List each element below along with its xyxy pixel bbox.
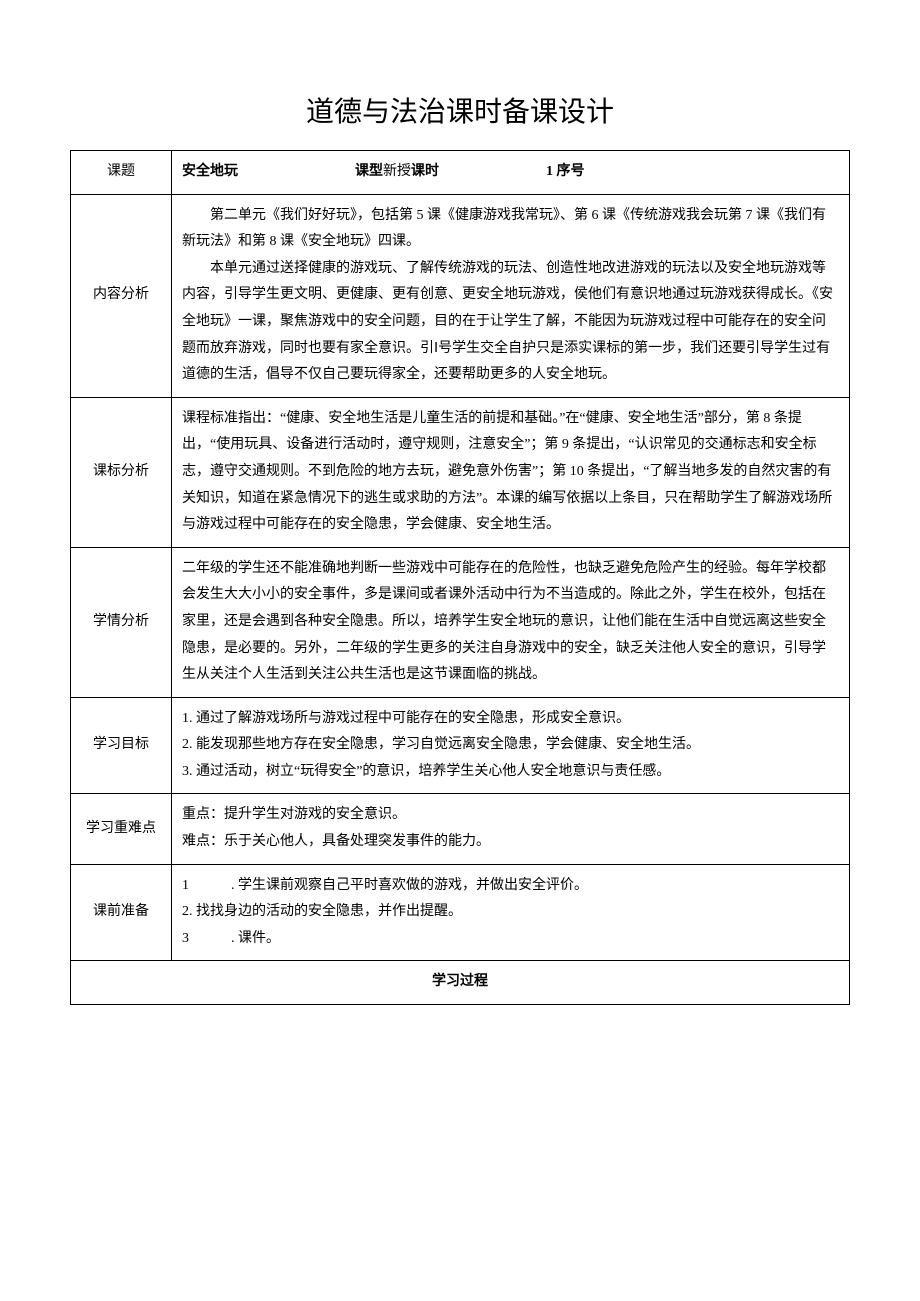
label-student-analysis: 学情分析 — [71, 547, 172, 697]
cell-student-analysis: 二年级的学生还不能准确地判断一些游戏中可能存在的危险性，也缺乏避免危险产生的经验… — [172, 547, 850, 697]
prep-3: 3 . 课件。 — [182, 926, 839, 953]
row-objectives: 学习目标 1. 通过了解游戏场所与游戏过程中可能存在的安全隐患，形成安全意识。 … — [71, 697, 850, 794]
label-type: 课型 — [355, 164, 383, 179]
obj-2: 2. 能发现那些地方存在安全隐患，学习自觉远离安全隐患，学会健康、安全地生活。 — [182, 732, 839, 759]
row-keypoints: 学习重难点 重点：提升学生对游戏的安全意识。 难点：乐于关心他人，具备处理突发事… — [71, 794, 850, 864]
lesson-plan-table: 课题 安全地玩 课型新授课时 1 序号 内容分析 第二单元《我们好好玩》，包括第… — [70, 150, 850, 1005]
label-preparation: 课前准备 — [71, 864, 172, 961]
student-text: 二年级的学生还不能准确地判断一些游戏中可能存在的危险性，也缺乏避免危险产生的经验… — [182, 556, 839, 689]
period-value: 1 — [546, 164, 553, 179]
content-p1: 第二单元《我们好好玩》，包括第 5 课《健康游戏我常玩》、第 6 课《传统游戏我… — [182, 203, 839, 256]
label-keypoints: 学习重难点 — [71, 794, 172, 864]
page: 道德与法治课时备课设计 课题 安全地玩 课型新授课时 1 序号 内容分析 第二单… — [0, 0, 920, 1105]
cell-keypoints: 重点：提升学生对游戏的安全意识。 难点：乐于关心他人，具备处理突发事件的能力。 — [172, 794, 850, 864]
cell-preparation: 1 . 学生课前观察自己平时喜欢做的游戏，并做出安全评价。 2. 找找身边的活动… — [172, 864, 850, 961]
header-row: 课题 安全地玩 课型新授课时 1 序号 — [71, 151, 850, 195]
kp-1: 重点：提升学生对游戏的安全意识。 — [182, 802, 839, 829]
label-content-analysis: 内容分析 — [71, 194, 172, 397]
cell-objectives: 1. 通过了解游戏场所与游戏过程中可能存在的安全隐患，形成安全意识。 2. 能发… — [172, 697, 850, 794]
row-student-analysis: 学情分析 二年级的学生还不能准确地判断一些游戏中可能存在的危险性，也缺乏避免危险… — [71, 547, 850, 697]
content-p2: 本单元通过送择健康的游戏玩、了解传统游戏的玩法、创造性地改进游戏的玩法以及安全地… — [182, 256, 839, 389]
cell-content-analysis: 第二单元《我们好好玩》，包括第 5 课《健康游戏我常玩》、第 6 课《传统游戏我… — [172, 194, 850, 397]
row-content-analysis: 内容分析 第二单元《我们好好玩》，包括第 5 课《健康游戏我常玩》、第 6 课《… — [71, 194, 850, 397]
document-title: 道德与法治课时备课设计 — [70, 90, 850, 130]
topic-value: 安全地玩 — [182, 164, 238, 179]
label-seq: 序号 — [557, 164, 585, 179]
header-values: 安全地玩 课型新授课时 1 序号 — [172, 151, 850, 195]
label-process: 学习过程 — [71, 961, 850, 1005]
label-topic: 课题 — [71, 151, 172, 195]
label-period: 课时 — [411, 164, 439, 179]
standard-text: 课程标准指出：“健康、安全地生活是儿童生活的前提和基础。”在“健康、安全地生活”… — [182, 406, 839, 539]
kp-2: 难点：乐于关心他人，具备处理突发事件的能力。 — [182, 829, 839, 856]
label-standard-analysis: 课标分析 — [71, 397, 172, 547]
prep-2: 2. 找找身边的活动的安全隐患，并作出提醒。 — [182, 899, 839, 926]
obj-1: 1. 通过了解游戏场所与游戏过程中可能存在的安全隐患，形成安全意识。 — [182, 706, 839, 733]
cell-standard-analysis: 课程标准指出：“健康、安全地生活是儿童生活的前提和基础。”在“健康、安全地生活”… — [172, 397, 850, 547]
row-preparation: 课前准备 1 . 学生课前观察自己平时喜欢做的游戏，并做出安全评价。 2. 找找… — [71, 864, 850, 961]
row-standard-analysis: 课标分析 课程标准指出：“健康、安全地生活是儿童生活的前提和基础。”在“健康、安… — [71, 397, 850, 547]
prep-1: 1 . 学生课前观察自己平时喜欢做的游戏，并做出安全评价。 — [182, 873, 839, 900]
row-process: 学习过程 — [71, 961, 850, 1005]
label-objectives: 学习目标 — [71, 697, 172, 794]
type-value: 新授 — [383, 164, 411, 179]
obj-3: 3. 通过活动，树立“玩得安全”的意识，培养学生关心他人安全地意识与责任感。 — [182, 759, 839, 786]
